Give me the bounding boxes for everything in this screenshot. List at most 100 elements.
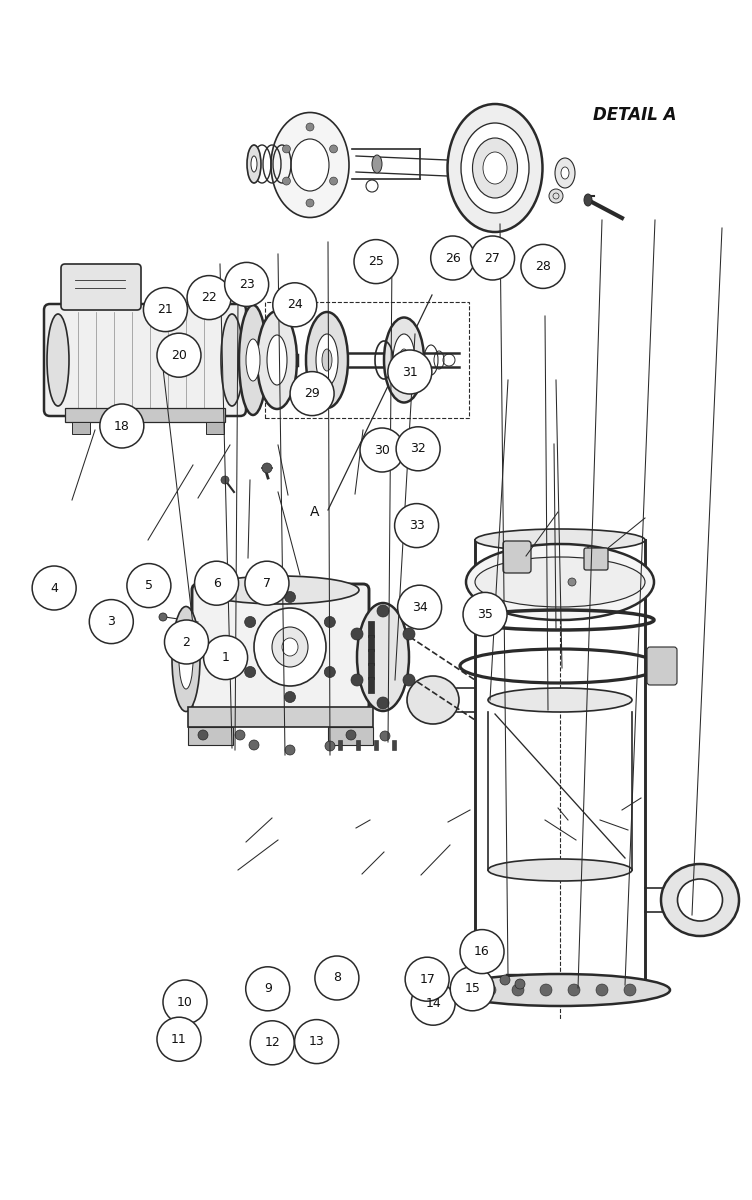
Circle shape [329, 145, 338, 152]
Text: 4: 4 [50, 582, 58, 594]
Text: 28: 28 [535, 260, 551, 272]
FancyBboxPatch shape [61, 264, 141, 310]
Bar [368, 649, 374, 665]
Bar [265, 302, 469, 418]
Circle shape [284, 592, 296, 602]
Ellipse shape [483, 152, 507, 184]
Circle shape [396, 427, 440, 470]
Circle shape [165, 620, 208, 664]
Text: 20: 20 [171, 349, 187, 361]
Circle shape [512, 984, 524, 996]
Circle shape [398, 586, 441, 629]
Circle shape [329, 178, 338, 185]
Text: 11: 11 [171, 1033, 186, 1045]
Text: 22: 22 [202, 292, 217, 304]
Circle shape [32, 566, 76, 610]
Circle shape [195, 562, 238, 605]
Circle shape [324, 666, 335, 678]
Circle shape [624, 984, 636, 996]
Ellipse shape [291, 139, 329, 191]
Text: 10: 10 [177, 996, 193, 1008]
Circle shape [403, 674, 415, 686]
Ellipse shape [247, 145, 261, 182]
Ellipse shape [282, 638, 298, 656]
Text: 21: 21 [158, 304, 173, 316]
Text: 13: 13 [309, 1036, 324, 1048]
Text: 18: 18 [114, 420, 130, 432]
Ellipse shape [251, 156, 257, 172]
Circle shape [235, 730, 245, 740]
Ellipse shape [549, 188, 563, 203]
FancyBboxPatch shape [44, 304, 246, 416]
Bar [65, 408, 225, 422]
Ellipse shape [488, 859, 632, 881]
Text: DETAIL A: DETAIL A [593, 106, 677, 124]
Circle shape [204, 636, 247, 679]
Circle shape [484, 984, 496, 996]
Circle shape [411, 982, 455, 1025]
Circle shape [198, 730, 208, 740]
Circle shape [325, 740, 335, 751]
Ellipse shape [466, 544, 654, 620]
Circle shape [157, 1018, 201, 1061]
Text: 15: 15 [464, 983, 481, 995]
Bar [328, 727, 373, 745]
Text: 25: 25 [368, 256, 384, 268]
Bar [338, 740, 342, 750]
Text: 27: 27 [484, 252, 501, 264]
Ellipse shape [272, 626, 308, 667]
Text: A: A [311, 505, 320, 518]
Ellipse shape [561, 167, 569, 179]
Bar [368, 677, 374, 692]
Circle shape [450, 967, 494, 1010]
Bar [392, 740, 396, 750]
Circle shape [596, 984, 608, 996]
Circle shape [500, 974, 510, 985]
Ellipse shape [384, 318, 424, 402]
Ellipse shape [306, 312, 348, 408]
Circle shape [351, 674, 363, 686]
Text: 6: 6 [213, 577, 220, 589]
Ellipse shape [221, 314, 243, 406]
Ellipse shape [584, 194, 592, 206]
FancyBboxPatch shape [584, 548, 608, 570]
Circle shape [463, 593, 507, 636]
Circle shape [540, 984, 552, 996]
Ellipse shape [447, 104, 542, 232]
Circle shape [377, 605, 389, 617]
FancyBboxPatch shape [503, 541, 531, 572]
Text: 33: 33 [409, 520, 424, 532]
Circle shape [283, 145, 290, 152]
Circle shape [262, 463, 272, 473]
Circle shape [521, 245, 565, 288]
Circle shape [460, 930, 504, 973]
Bar [368, 622, 374, 637]
Ellipse shape [461, 122, 529, 214]
Text: 9: 9 [264, 983, 271, 995]
Circle shape [144, 288, 187, 331]
Text: 8: 8 [333, 972, 341, 984]
Ellipse shape [393, 334, 415, 386]
Circle shape [284, 691, 296, 702]
Circle shape [295, 1020, 338, 1063]
Ellipse shape [239, 305, 267, 415]
FancyBboxPatch shape [647, 647, 677, 685]
Circle shape [346, 730, 356, 740]
Circle shape [89, 600, 133, 643]
Circle shape [246, 967, 290, 1010]
Circle shape [471, 236, 514, 280]
Text: 12: 12 [265, 1037, 280, 1049]
Text: 23: 23 [239, 278, 254, 290]
Ellipse shape [661, 864, 739, 936]
Circle shape [568, 578, 576, 586]
Bar [188, 727, 233, 745]
Text: 35: 35 [477, 608, 493, 620]
Ellipse shape [357, 602, 409, 710]
Text: 17: 17 [419, 973, 435, 985]
Circle shape [324, 617, 335, 628]
Bar [72, 422, 90, 434]
Bar [368, 662, 374, 679]
Circle shape [354, 240, 398, 283]
Ellipse shape [399, 349, 409, 371]
Circle shape [306, 122, 314, 131]
